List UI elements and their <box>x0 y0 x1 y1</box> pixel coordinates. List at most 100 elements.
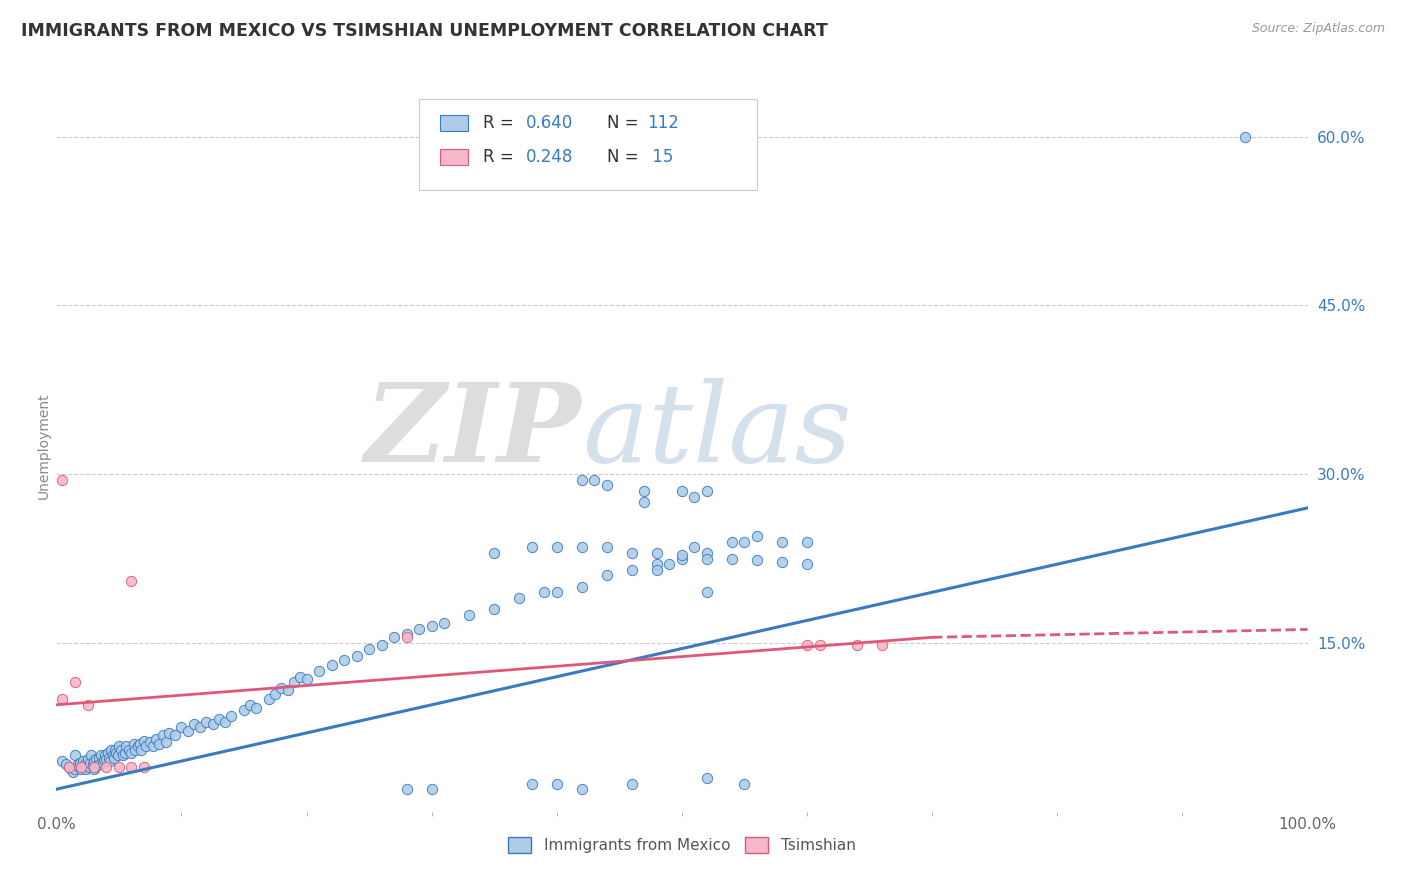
Point <box>83 762 105 776</box>
Point <box>176 723 198 738</box>
Point <box>233 703 256 717</box>
Point <box>188 720 211 734</box>
Point <box>382 630 405 644</box>
Point <box>79 756 101 771</box>
Legend: Immigrants from Mexico, Tsimshian: Immigrants from Mexico, Tsimshian <box>502 830 862 859</box>
Y-axis label: Unemployment: Unemployment <box>37 392 51 500</box>
Point <box>135 739 157 754</box>
Point <box>721 534 744 549</box>
Point <box>91 756 114 771</box>
Point <box>96 752 118 766</box>
Point <box>308 664 330 678</box>
Point <box>359 641 381 656</box>
Point <box>98 754 121 768</box>
Point <box>620 546 643 560</box>
Point <box>239 698 262 712</box>
Point <box>107 748 129 763</box>
Point <box>671 483 693 498</box>
Point <box>120 760 142 774</box>
Point <box>770 555 793 569</box>
Point <box>408 623 430 637</box>
Point <box>546 541 568 555</box>
Point <box>58 760 80 774</box>
Point <box>124 743 146 757</box>
Point <box>283 675 305 690</box>
Point <box>745 529 768 543</box>
Text: R =: R = <box>482 148 519 166</box>
Point <box>484 602 506 616</box>
Point <box>76 752 98 766</box>
Point <box>533 585 555 599</box>
Point <box>155 735 177 749</box>
Text: R =: R = <box>482 113 519 132</box>
Point <box>520 541 543 555</box>
Point <box>420 619 443 633</box>
Point <box>571 580 593 594</box>
Point <box>808 638 831 652</box>
Point <box>108 760 131 774</box>
Point <box>104 743 127 757</box>
Point <box>66 757 89 772</box>
Point <box>458 607 481 622</box>
Point <box>101 748 124 763</box>
Point <box>120 574 142 588</box>
Point <box>75 762 97 776</box>
Text: 0.640: 0.640 <box>526 113 572 132</box>
Point <box>796 638 818 652</box>
FancyBboxPatch shape <box>440 115 468 131</box>
Text: N =: N = <box>607 148 644 166</box>
Point <box>157 726 180 740</box>
Point <box>51 692 73 706</box>
Point <box>870 638 893 652</box>
Point <box>87 750 110 764</box>
Point <box>721 551 744 566</box>
Point <box>290 670 312 684</box>
Point <box>118 743 141 757</box>
Point <box>620 776 643 790</box>
Point <box>165 728 187 742</box>
Point <box>108 739 131 754</box>
Point <box>132 734 155 748</box>
Text: IMMIGRANTS FROM MEXICO VS TSIMSHIAN UNEMPLOYMENT CORRELATION CHART: IMMIGRANTS FROM MEXICO VS TSIMSHIAN UNEM… <box>21 22 828 40</box>
Point <box>214 714 236 729</box>
Text: atlas: atlas <box>582 377 852 485</box>
Text: N =: N = <box>607 113 644 132</box>
Text: Source: ZipAtlas.com: Source: ZipAtlas.com <box>1251 22 1385 36</box>
Point <box>62 765 84 780</box>
Point <box>277 683 299 698</box>
Point <box>508 591 530 605</box>
Point <box>395 630 418 644</box>
Point <box>63 675 86 690</box>
Point <box>139 735 162 749</box>
Point <box>94 748 117 763</box>
Point <box>51 473 73 487</box>
Point <box>395 782 418 797</box>
Point <box>111 748 134 763</box>
Point <box>73 757 96 772</box>
Point <box>645 563 668 577</box>
Point <box>195 714 218 729</box>
Point <box>76 698 98 712</box>
Point <box>745 552 768 566</box>
Point <box>96 760 118 774</box>
Point <box>96 746 118 760</box>
Text: 112: 112 <box>647 113 679 132</box>
Point <box>183 717 205 731</box>
Point <box>571 541 593 555</box>
Point <box>83 760 105 774</box>
Point <box>257 692 280 706</box>
Text: 15: 15 <box>647 148 673 166</box>
Point <box>395 627 418 641</box>
Point <box>82 757 104 772</box>
Point <box>796 534 818 549</box>
Point <box>127 739 149 754</box>
Point <box>620 563 643 577</box>
Point <box>114 746 136 760</box>
Point <box>1234 129 1257 144</box>
Point <box>264 687 287 701</box>
Point <box>132 760 155 774</box>
Point <box>770 534 793 549</box>
Point <box>645 557 668 571</box>
Point <box>571 473 593 487</box>
Point <box>145 731 167 746</box>
